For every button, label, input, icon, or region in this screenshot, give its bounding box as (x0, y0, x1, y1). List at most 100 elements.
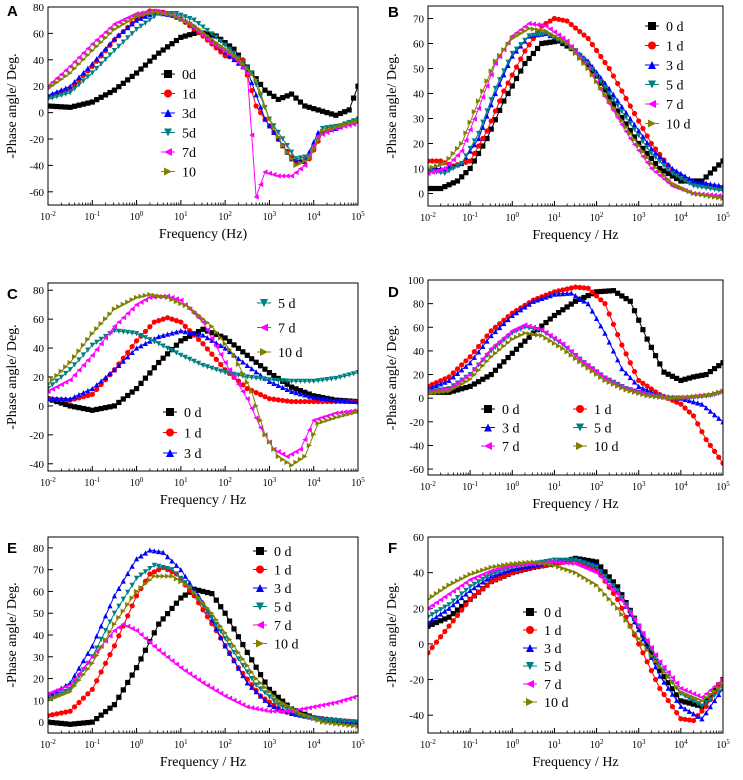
data-point (488, 564, 494, 570)
data-point (585, 65, 591, 72)
data-point (125, 679, 131, 686)
legend-label: 10 d (666, 118, 691, 133)
data-point (589, 289, 595, 295)
data-point (218, 361, 224, 368)
data-point (275, 453, 281, 460)
series-10d (428, 330, 723, 401)
legend-marker (576, 405, 584, 413)
data-point (539, 560, 545, 566)
data-point (564, 560, 570, 566)
data-point (257, 376, 264, 382)
data-point (151, 14, 157, 20)
y-tick-label: 70 (413, 14, 425, 26)
data-point (266, 396, 273, 402)
data-point (94, 56, 100, 62)
data-point (572, 25, 579, 31)
data-point (593, 47, 600, 54)
data-point (80, 672, 87, 678)
data-point (257, 686, 264, 692)
data-point (429, 593, 435, 600)
data-point (319, 702, 326, 708)
x-tick-label: 103 (263, 476, 277, 489)
data-point (699, 429, 705, 435)
data-point (471, 142, 477, 148)
x-tick-label: 10-2 (40, 476, 56, 489)
legend-entry: 1 d (163, 427, 202, 442)
data-point (249, 684, 255, 690)
y-axis-label: -Phase angle/ Deg. (5, 324, 20, 429)
data-point (644, 383, 650, 389)
data-point (222, 341, 228, 347)
data-point (63, 370, 69, 377)
data-point (218, 690, 224, 696)
data-point (644, 336, 650, 342)
data-point (429, 164, 435, 170)
data-point (138, 23, 144, 29)
data-point (657, 668, 663, 674)
legend-label: 1 d (544, 624, 562, 639)
data-point (711, 366, 718, 372)
data-point (450, 611, 456, 617)
data-point (695, 373, 701, 379)
data-point (564, 567, 570, 573)
data-point (169, 658, 175, 664)
data-point (695, 179, 701, 185)
data-point (606, 94, 612, 100)
data-point (471, 372, 477, 378)
data-point (293, 708, 299, 714)
data-point (463, 170, 469, 176)
legend-marker (166, 408, 174, 416)
data-point (280, 397, 286, 404)
legend-marker (256, 621, 264, 629)
data-point (204, 327, 211, 333)
data-point (615, 591, 621, 597)
data-point (350, 121, 357, 127)
data-point (178, 665, 184, 671)
series-7d (48, 621, 358, 714)
data-point (543, 40, 549, 46)
data-point (450, 383, 456, 389)
data-point (556, 338, 562, 344)
data-point (568, 43, 574, 50)
legend-marker (164, 109, 172, 117)
data-point (610, 101, 617, 107)
data-point (459, 381, 465, 387)
data-point (459, 148, 465, 154)
data-point (226, 650, 233, 656)
data-point (534, 27, 541, 33)
legend-marker (256, 547, 264, 555)
data-point (674, 697, 680, 703)
data-point (636, 317, 642, 323)
data-point (94, 386, 100, 393)
data-point (231, 374, 237, 380)
y-tick-label: 80 (33, 285, 45, 297)
data-point (235, 372, 242, 378)
data-point (249, 356, 255, 362)
data-point (222, 345, 228, 351)
data-point (315, 107, 321, 113)
data-point (505, 563, 511, 570)
data-point (129, 16, 135, 22)
data-point (547, 338, 553, 344)
x-axis-label: Frequency / Hz (160, 493, 246, 508)
data-point (275, 377, 281, 384)
data-point (271, 708, 277, 714)
data-point (102, 335, 109, 341)
data-point (249, 657, 255, 663)
data-point (593, 582, 600, 588)
data-point (58, 692, 64, 698)
data-point (173, 14, 180, 20)
data-point (686, 689, 692, 695)
data-point (530, 21, 536, 27)
data-point (48, 396, 51, 402)
data-point (568, 285, 574, 291)
data-point (54, 75, 60, 81)
data-point (450, 388, 456, 394)
data-point (711, 186, 718, 193)
data-point (678, 703, 684, 709)
data-point (556, 559, 562, 565)
data-point (67, 90, 73, 96)
data-point (648, 654, 654, 661)
data-point (328, 717, 335, 724)
